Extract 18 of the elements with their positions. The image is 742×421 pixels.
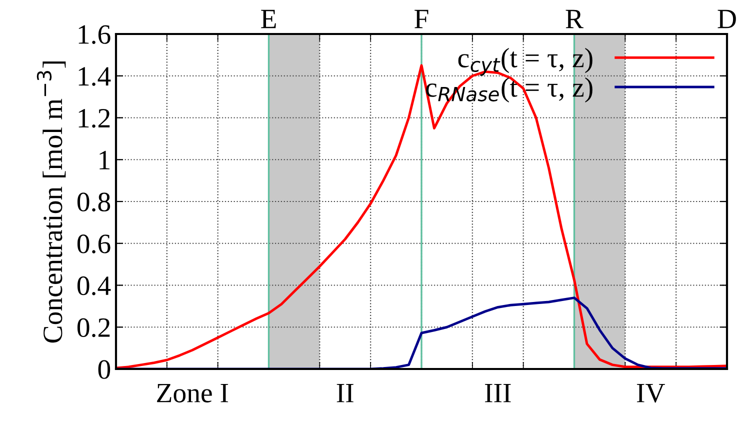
y-tick-label: 0.8	[77, 192, 110, 212]
y-tick-label: 1	[100, 150, 110, 170]
y-tick-label: 0.2	[77, 318, 110, 338]
y-tick-label: 0.6	[77, 234, 110, 254]
text: F	[414, 10, 428, 28]
y-axis-title: Concentration [mol m$^{−3}$]	[36, 62, 66, 343]
y-tick-label: 1.2	[78, 108, 110, 128]
text: E	[261, 10, 276, 28]
y-tick-label: 1.4	[78, 67, 111, 86]
text: D	[718, 10, 736, 28]
x-tick-label: III	[485, 384, 511, 402]
y-tick-label: 0	[98, 360, 110, 379]
text: R	[566, 10, 584, 28]
y-tick-label: 1.6	[78, 25, 110, 44]
x-tick-label: IV	[636, 384, 665, 403]
x-tick-label: Zone I	[157, 384, 228, 402]
x-tick-label: II	[336, 384, 354, 402]
y-tick-label: 0.4	[77, 276, 111, 296]
